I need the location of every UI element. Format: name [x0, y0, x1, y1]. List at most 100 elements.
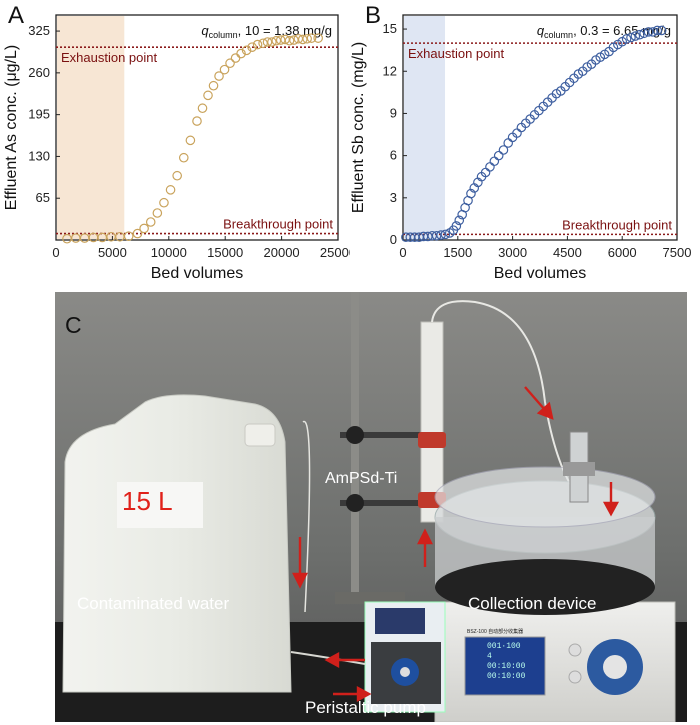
data-point — [630, 31, 641, 41]
label-contaminated-water: Contaminated water — [77, 594, 230, 613]
x-tick-label: 0 — [52, 245, 59, 260]
q-column-annotation: qcolumn, 0.3 = 6.65 mg/g — [537, 23, 671, 40]
annotation-q: q — [537, 23, 545, 38]
annotation-q: q — [201, 23, 209, 38]
y-tick-label: 65 — [36, 190, 50, 205]
data-point — [306, 33, 317, 43]
panel-label-a: A — [8, 2, 25, 29]
chart-panel-b: 0 1500 3000 4500 6000 7500 0 3 6 9 12 15 Bed volumes… — [350, 0, 700, 290]
y-tick-label: 130 — [28, 148, 50, 163]
data-point — [485, 162, 495, 172]
chart-panel-a: 0 5000 10000 15000 20000 25000 65 130 195 260 325 B… — [0, 0, 350, 290]
y-axis-label: Effluent Sb conc. (mg/L) — [350, 42, 367, 213]
data-point — [123, 231, 134, 241]
data-point — [440, 229, 451, 240]
data-point — [172, 170, 182, 181]
chart-a-svg: 0 5000 10000 15000 20000 25000 65 130 195 260 325 B… — [3, 14, 350, 282]
x-tick-label: 15000 — [207, 245, 243, 260]
data-point — [230, 53, 241, 63]
x-tick-label: 1500 — [443, 245, 472, 260]
x-tick-label: 6000 — [608, 245, 637, 260]
data-point — [267, 37, 277, 47]
data-point — [192, 116, 202, 126]
shaded-region — [57, 16, 125, 239]
data-point — [302, 33, 312, 44]
data-point — [197, 103, 208, 114]
screen-line: 00:10:00 — [487, 672, 526, 681]
panel-label-b: B — [365, 2, 382, 29]
y-tick-label: 325 — [28, 23, 50, 38]
plot-frame — [402, 14, 678, 241]
data-point — [159, 197, 169, 208]
x-tick-label: 20000 — [264, 245, 300, 260]
y-axis-label: Effluent As conc. (μg/L) — [3, 45, 20, 210]
data-point — [185, 135, 196, 146]
y-tick-label: 9 — [390, 105, 397, 120]
data-point — [214, 71, 224, 81]
data-point — [493, 150, 504, 161]
data-point — [225, 58, 235, 69]
photo-scene — [55, 292, 687, 722]
data-point — [634, 29, 645, 40]
screen-line: 00:10:00 — [487, 662, 526, 671]
data-point — [451, 221, 462, 231]
data-point — [626, 32, 636, 43]
flow-arrows — [292, 386, 620, 703]
annotation-rest: , 0.3 = 6.65 mg/g — [573, 23, 671, 38]
screen-line: 001·100 — [487, 642, 521, 651]
breakthrough-label: Breakthrough point — [562, 217, 672, 232]
data-point — [489, 156, 500, 167]
data-point — [145, 217, 156, 227]
container-volume-label: 15 L — [122, 486, 173, 516]
x-tick-label: 10000 — [151, 245, 187, 260]
y-tick-label: 12 — [383, 63, 397, 78]
annotation-sub: column — [544, 30, 573, 40]
screen-line: 4 — [487, 652, 492, 661]
x-tick-label: 3000 — [498, 245, 527, 260]
data-point — [652, 25, 663, 36]
data-point — [241, 45, 252, 56]
data-point — [165, 185, 176, 195]
y-tick-label: 3 — [390, 190, 397, 205]
y-tick-label: 260 — [28, 65, 50, 80]
x-tick-label: 0 — [399, 245, 406, 260]
plot-frame — [55, 14, 339, 241]
x-tick-label: 7500 — [663, 245, 692, 260]
y-tick-label: 6 — [390, 148, 397, 163]
data-point — [466, 188, 476, 199]
exhaustion-label: Exhaustion point — [408, 46, 505, 61]
data-point — [656, 25, 667, 36]
data-point — [498, 145, 509, 155]
data-point — [203, 90, 213, 101]
x-tick-label: 4500 — [553, 245, 582, 260]
y-tick-label: 195 — [28, 107, 50, 122]
data-point — [284, 35, 295, 46]
data-point — [219, 64, 230, 75]
data-point — [621, 34, 632, 44]
data-point — [178, 152, 189, 163]
panel-label-c: C — [65, 312, 82, 338]
data-point — [247, 42, 257, 52]
exhaustion-label: Exhaustion point — [61, 50, 158, 65]
breakthrough-label: Breakthrough point — [223, 217, 333, 232]
data-point — [454, 215, 465, 226]
data-point — [436, 230, 446, 240]
data-point — [152, 208, 163, 218]
device-model-text: BSZ-100 自动部分收集器 — [467, 629, 524, 635]
data-point — [236, 48, 246, 59]
y-tick-label: 15 — [383, 21, 397, 36]
data-point — [208, 80, 219, 91]
label-collection-device: Collection device — [468, 594, 597, 613]
shaded-region — [404, 16, 446, 239]
data-point — [313, 33, 323, 43]
x-axis-label: Bed volumes — [151, 265, 244, 282]
chart-b-svg: 0 1500 3000 4500 6000 7500 0 3 6 9 12 15 Bed volumes… — [350, 14, 692, 282]
x-tick-label: 25000 — [320, 245, 350, 260]
label-peristaltic-pump: Peristaltic pump — [305, 698, 426, 717]
y-tick-label: 0 — [390, 232, 397, 247]
device-screen: 001·100 4 00:10:00 00:10:00 — [487, 642, 525, 682]
data-point — [139, 223, 149, 234]
annotation-sub: column — [209, 30, 238, 40]
data-point — [132, 228, 143, 239]
label-column: AmPSd-Ti — [325, 470, 398, 487]
